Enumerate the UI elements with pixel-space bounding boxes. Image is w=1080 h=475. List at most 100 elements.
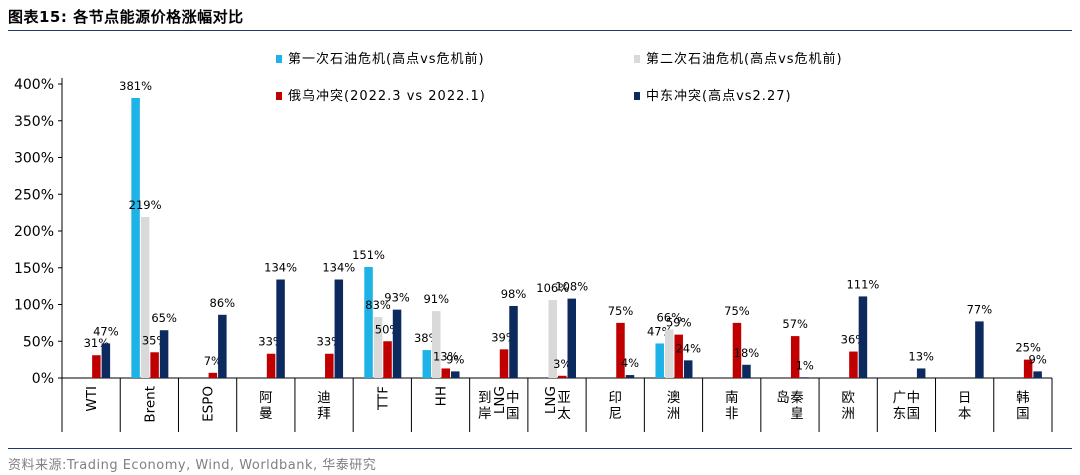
category-label: 太: [557, 406, 571, 422]
category-label: 日: [958, 390, 972, 406]
bar-3: [732, 322, 742, 378]
category-label: 迪: [317, 390, 331, 406]
legend-swatch: [634, 55, 640, 63]
bar-chart: 0% 50% 100% 150% 200% 250% 300% 350% 400% WTI Bren…: [14, 51, 1053, 432]
data-label: 106%: [536, 281, 569, 295]
data-label: 381%: [119, 79, 152, 93]
data-label: 13%: [433, 349, 459, 363]
bar-3: [92, 355, 101, 378]
category-label: 东: [893, 406, 907, 422]
category-label: 国: [506, 406, 520, 422]
y-tick-label: 250%: [14, 187, 54, 203]
bar-3: [1023, 359, 1033, 378]
y-tick-label: 400%: [14, 77, 54, 93]
bar-4: [567, 298, 576, 378]
bar-1: [131, 97, 140, 378]
data-label: 9%: [446, 352, 464, 366]
category-label: 洲: [841, 406, 855, 422]
category-label: 广: [893, 390, 907, 406]
category-label: 尼: [608, 406, 622, 422]
legend-swatch: [276, 55, 282, 63]
bar-4: [975, 321, 984, 378]
footer-rule: [8, 448, 1072, 449]
category-label: 秦: [790, 390, 804, 406]
title-rule: [8, 30, 1072, 31]
data-label: 75%: [608, 304, 634, 318]
bar-4: [276, 279, 285, 378]
data-label: 18%: [734, 346, 760, 360]
category-label: ESPO: [201, 386, 217, 422]
bar-3: [849, 351, 858, 378]
category-label: LNG: [543, 386, 559, 414]
category-label: 韩: [1016, 390, 1030, 406]
bar-1: [655, 343, 664, 378]
legend-label: 俄乌冲突(2022.3 vs 2022.1): [288, 88, 486, 104]
category-label: 澳: [667, 390, 681, 406]
data-label: 1%: [796, 358, 814, 372]
category-label: LNG: [492, 386, 508, 414]
data-label: 98%: [501, 287, 527, 301]
bar-3: [558, 375, 567, 378]
bar-4: [800, 377, 809, 378]
legend-label: 第二次石油危机(高点vs危机前): [646, 51, 843, 67]
data-label: 77%: [967, 302, 993, 316]
legend-swatch: [276, 92, 282, 100]
data-label: 111%: [846, 277, 879, 291]
bar-1: [364, 267, 373, 378]
data-label: 134%: [322, 261, 355, 275]
bar-3: [150, 352, 159, 378]
bar-4: [509, 305, 518, 378]
data-label: 3%: [553, 357, 571, 371]
y-tick-label: 350%: [14, 114, 54, 130]
category-label: WTI: [84, 386, 100, 412]
category-label: 印: [608, 390, 622, 406]
data-label: 57%: [782, 317, 808, 331]
data-label: 13%: [908, 349, 934, 363]
bar-3: [441, 368, 451, 378]
category-label: 拜: [317, 406, 331, 422]
figure-title: 图表15: 各节点能源价格涨幅对比: [8, 8, 244, 26]
bar-3: [266, 353, 276, 378]
y-tick-label: 150%: [14, 261, 54, 277]
bar-2: [548, 300, 557, 378]
data-label: 108%: [555, 280, 588, 294]
bar-4: [916, 368, 926, 378]
data-label: 91%: [423, 292, 449, 306]
bar-3: [325, 353, 334, 378]
bar-4: [218, 314, 227, 378]
bar-1: [422, 350, 432, 378]
bar-2: [140, 217, 150, 378]
data-label: 7%: [204, 354, 222, 368]
category-label: 中: [506, 390, 520, 406]
data-label: 65%: [151, 311, 177, 325]
bar-4: [625, 375, 635, 378]
category-label: 南: [725, 390, 739, 406]
bar-4: [334, 279, 344, 378]
bar-3: [616, 322, 625, 378]
category-label: 到: [478, 390, 492, 406]
data-label: 24%: [675, 341, 701, 355]
bar-4: [101, 343, 111, 378]
bar-3: [790, 336, 800, 378]
category-label: 国: [907, 406, 921, 422]
legend-label: 第一次石油危机(高点vs危机前): [288, 51, 485, 67]
y-tick-label: 50%: [23, 334, 54, 350]
bar-2: [432, 311, 441, 378]
data-label: 47%: [93, 324, 119, 338]
category-label: 国: [1016, 406, 1030, 422]
data-label: 93%: [384, 291, 410, 305]
bar-4: [1033, 371, 1042, 378]
bar-3: [208, 372, 218, 378]
category-label: 曼: [259, 406, 273, 422]
category-label: 中: [907, 390, 921, 406]
data-label: 66%: [656, 310, 682, 324]
category-label: 亚: [557, 390, 571, 406]
y-tick-label: 200%: [14, 224, 54, 240]
data-label: 25%: [1015, 341, 1041, 355]
category-label: 本: [958, 406, 972, 422]
bar-4: [392, 309, 402, 378]
data-label: 75%: [724, 304, 750, 318]
legend-label: 中东冲突(高点vs2.27): [646, 88, 792, 104]
data-label: 9%: [1029, 352, 1047, 366]
category-label: Brent: [142, 386, 158, 423]
